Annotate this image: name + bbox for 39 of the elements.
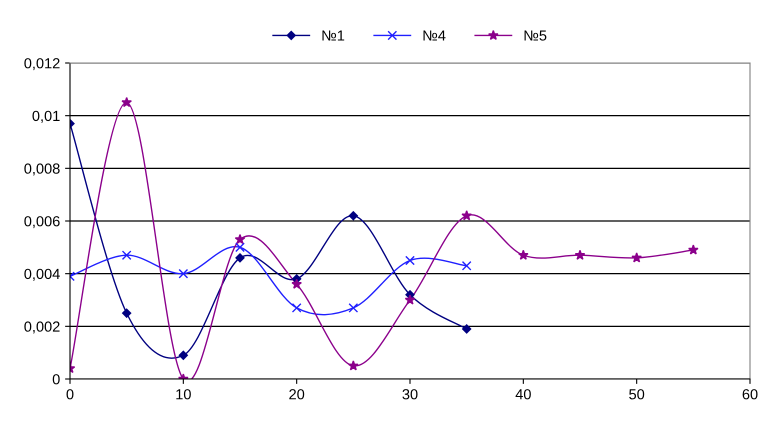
legend-label: №4: [424, 30, 446, 41]
point: [404, 294, 416, 305]
point: [234, 234, 246, 244]
y-tick-label: 0,012: [24, 58, 60, 70]
x-tick-label: 0: [66, 389, 74, 400]
y-tick-label: 0,002: [24, 321, 60, 334]
point: [462, 324, 472, 334]
x-tick-label: 60: [742, 389, 758, 400]
point: [574, 250, 586, 260]
point: [348, 303, 358, 313]
legend-label: №5: [524, 30, 546, 41]
point: [631, 252, 642, 262]
point: [122, 250, 132, 260]
point: [121, 96, 132, 108]
point: [405, 256, 415, 266]
point: [122, 308, 132, 318]
point: [462, 260, 472, 271]
point: [348, 360, 359, 370]
x-tick-label: 50: [629, 389, 644, 400]
x-tick-label: 30: [402, 389, 418, 400]
x-tick-label: 20: [289, 389, 304, 400]
point: [291, 278, 302, 289]
point: [688, 244, 699, 255]
point: [178, 350, 188, 360]
point: [518, 250, 529, 260]
x-tick-label: 10: [176, 389, 191, 400]
point: [178, 268, 188, 279]
y-tick-label: 0: [52, 374, 60, 384]
point: [292, 303, 302, 313]
point: [461, 210, 472, 220]
x-tick-label: 40: [516, 389, 531, 400]
y-tick-label: 0,004: [24, 268, 60, 281]
legend-label: №1: [322, 30, 344, 41]
y-tick-label: 0,01: [32, 110, 60, 123]
point: [348, 211, 358, 220]
point: [235, 253, 245, 262]
point: [235, 242, 245, 252]
y-tick-label: 0,006: [24, 216, 60, 228]
y-tick-label: 0,008: [24, 163, 60, 176]
